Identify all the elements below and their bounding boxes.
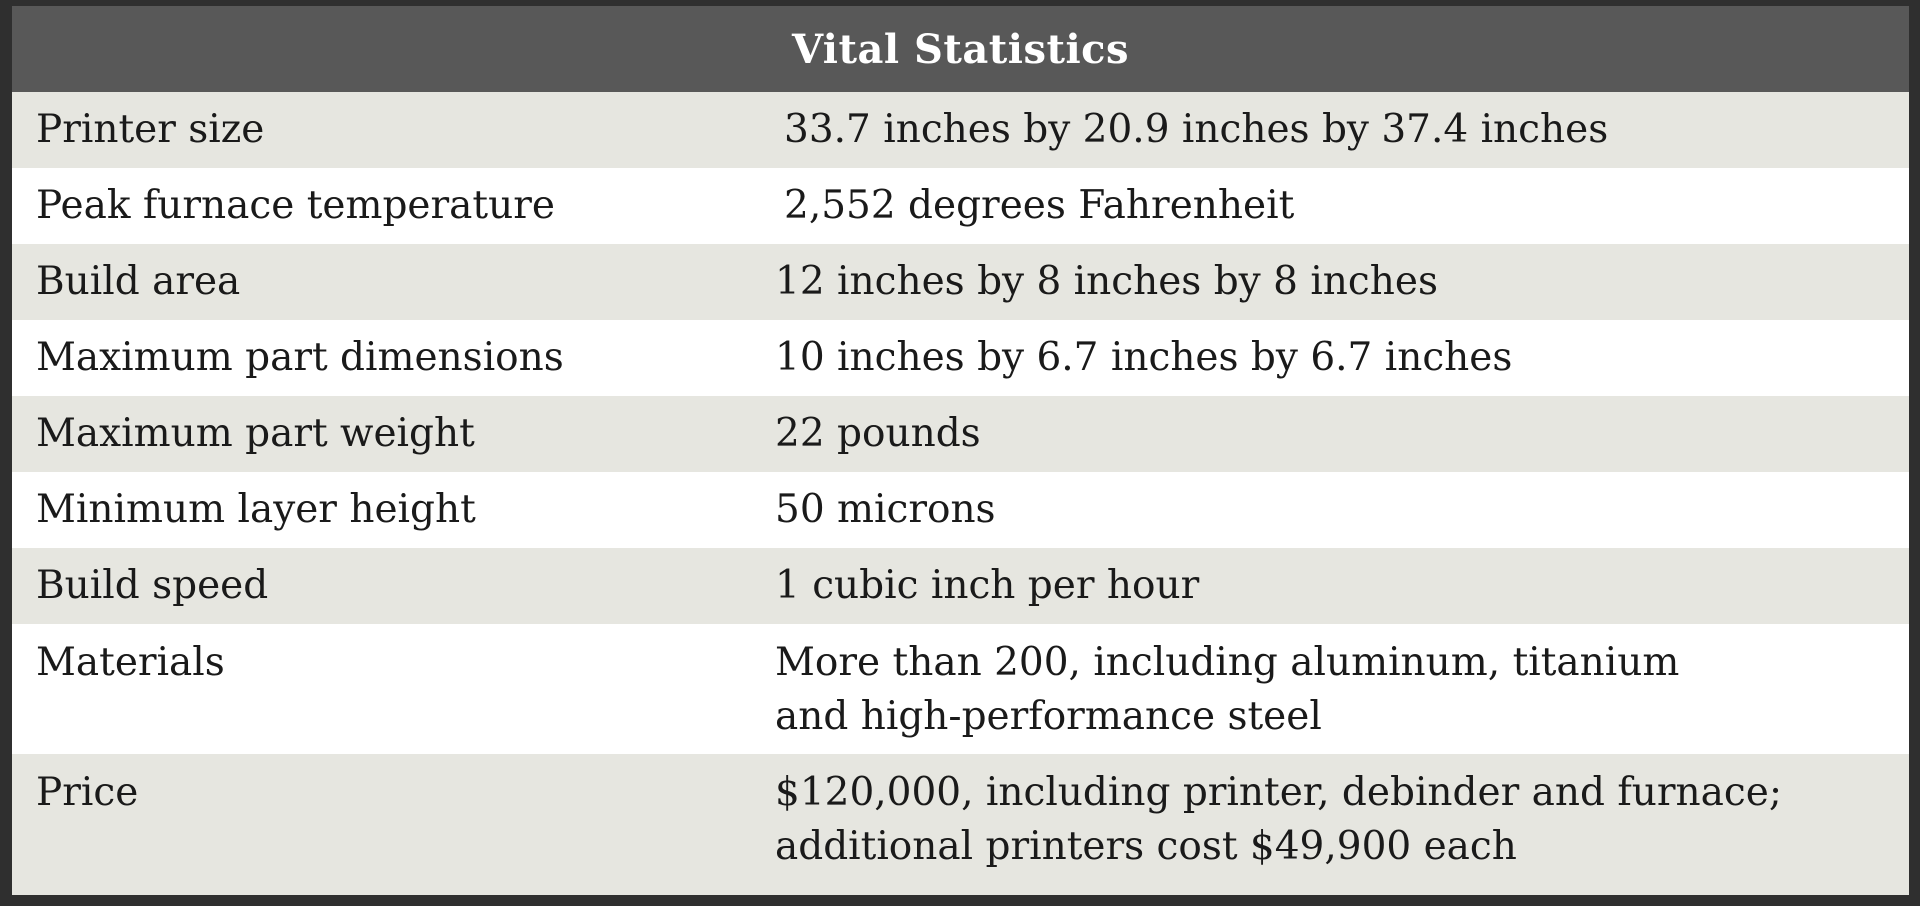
row-value: $120,000, including printer, debinder an… [775,766,1782,874]
row-label: Peak furnace temperature [36,183,555,228]
table-row: Materials More than 200, including alumi… [12,624,1909,754]
row-label: Materials [36,640,225,685]
row-value: More than 200, including aluminum, titan… [775,636,1679,744]
row-value: 22 pounds [775,411,981,456]
row-label: Printer size [36,107,265,152]
table-body: Printer size 33.7 inches by 20.9 inches … [12,92,1909,884]
row-value: 12 inches by 8 inches by 8 inches [775,259,1438,304]
row-value: 2,552 degrees Fahrenheit [784,183,1295,228]
table-title: Vital Statistics [12,6,1909,92]
row-label: Maximum part dimensions [36,335,564,380]
row-value: 50 microns [775,487,996,532]
table-row: Maximum part weight 22 pounds [12,396,1909,472]
row-label: Build speed [36,563,269,608]
table-row: Price $120,000, including printer, debin… [12,754,1909,884]
row-value: 10 inches by 6.7 inches by 6.7 inches [775,335,1513,380]
row-value-line-2: additional printers cost $49,900 each [775,824,1517,869]
row-label: Build area [36,259,241,304]
table-row: Build speed 1 cubic inch per hour [12,548,1909,624]
row-label: Maximum part weight [36,411,475,456]
row-label: Minimum layer height [36,487,476,532]
row-label: Price [36,770,139,815]
table-row: Minimum layer height 50 microns [12,472,1909,548]
vital-statistics-table: Vital Statistics Printer size 33.7 inche… [12,6,1909,895]
row-value: 33.7 inches by 20.9 inches by 37.4 inche… [784,107,1609,152]
table-row: Printer size 33.7 inches by 20.9 inches … [12,92,1909,168]
row-value: 1 cubic inch per hour [775,563,1200,608]
row-value-line-2: and high-performance steel [775,694,1322,739]
table-row: Maximum part dimensions 10 inches by 6.7… [12,320,1909,396]
table-row: Build area 12 inches by 8 inches by 8 in… [12,244,1909,320]
row-value-line-1: More than 200, including aluminum, titan… [775,640,1680,685]
row-value-line-1: $120,000, including printer, debinder an… [775,770,1782,815]
table-row: Peak furnace temperature 2,552 degrees F… [12,168,1909,244]
